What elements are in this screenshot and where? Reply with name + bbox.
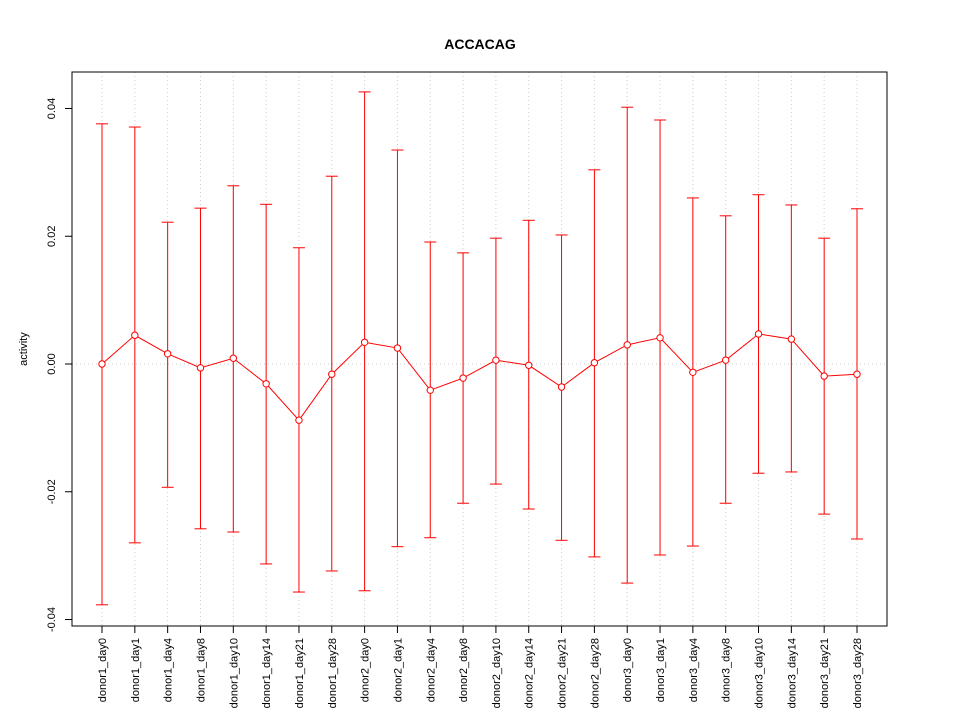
data-point — [393, 344, 402, 352]
x-tick-label: donor3_day14 — [786, 638, 798, 708]
plot-frame — [71, 71, 888, 627]
series-line — [101, 333, 858, 422]
x-tick-label: donor1_day10 — [228, 638, 240, 708]
data-point — [328, 370, 336, 378]
x-tick-label: donor3_day4 — [688, 638, 700, 702]
series — [98, 330, 861, 424]
data-point — [163, 350, 172, 358]
data-point — [623, 341, 631, 349]
y-tick-label: 0.02 — [46, 226, 58, 247]
data-point — [295, 416, 303, 424]
data-point — [262, 380, 270, 388]
x-tick-label: donor1_day4 — [163, 638, 175, 702]
x-tick-label: donor2_day0 — [360, 638, 372, 702]
x-tick-label: donor3_day10 — [754, 638, 766, 708]
y-tick-label: -0.02 — [46, 479, 58, 504]
x-tick-label: donor1_day1 — [130, 638, 142, 702]
data-point — [360, 338, 369, 346]
error-bars — [96, 91, 863, 606]
y-tick-label: 0.00 — [46, 353, 58, 374]
x-tick-label: donor2_day14 — [524, 638, 536, 708]
data-point — [229, 354, 238, 362]
x-tick-label: donor2_day10 — [491, 638, 503, 708]
x-tick-label: donor1_day0 — [97, 638, 109, 702]
x-tick-label: donor2_day8 — [458, 638, 470, 702]
y-axis-label: activity — [18, 332, 30, 366]
x-tick-label: donor3_day8 — [721, 638, 733, 702]
x-tick-label: donor1_day21 — [294, 638, 306, 708]
data-point — [459, 374, 467, 382]
data-point — [590, 359, 599, 367]
x-tick-label: donor2_day21 — [557, 638, 569, 708]
x-tick-label: donor1_day8 — [195, 638, 207, 702]
chart-title: ACCACAG — [444, 36, 516, 52]
y-axis: -0.04 -0.02 0.00 0.02 0.04 — [46, 98, 73, 632]
data-point — [689, 368, 697, 377]
x-tick-label: donor2_day4 — [425, 638, 437, 702]
x-axis: donor1_day0 donor1_day1 donor1_day4 donor1_… — [97, 625, 864, 708]
x-tick-label: donor3_day28 — [852, 638, 864, 708]
grid — [72, 72, 887, 626]
data-point — [787, 335, 796, 343]
y-tick-label: -0.04 — [46, 607, 58, 632]
x-tick-label: donor1_day28 — [327, 638, 339, 708]
x-tick-label: donor1_day14 — [261, 638, 273, 708]
data-point — [656, 334, 664, 342]
x-tick-label: donor2_day28 — [589, 638, 601, 708]
x-tick-label: donor3_day21 — [819, 638, 831, 708]
x-tick-label: donor3_day1 — [655, 638, 667, 702]
data-point — [820, 372, 828, 380]
data-point — [754, 330, 763, 338]
data-point — [853, 370, 861, 378]
x-tick-label: donor2_day1 — [392, 638, 404, 702]
data-point — [721, 356, 730, 364]
data-point — [196, 364, 205, 372]
data-point — [426, 386, 434, 394]
data-point — [557, 383, 566, 391]
data-point — [525, 361, 533, 369]
data-point — [98, 360, 106, 368]
data-point — [131, 331, 139, 339]
x-tick-label: donor3_day0 — [622, 638, 634, 702]
data-point — [492, 356, 500, 364]
y-tick-label: 0.04 — [46, 98, 58, 119]
